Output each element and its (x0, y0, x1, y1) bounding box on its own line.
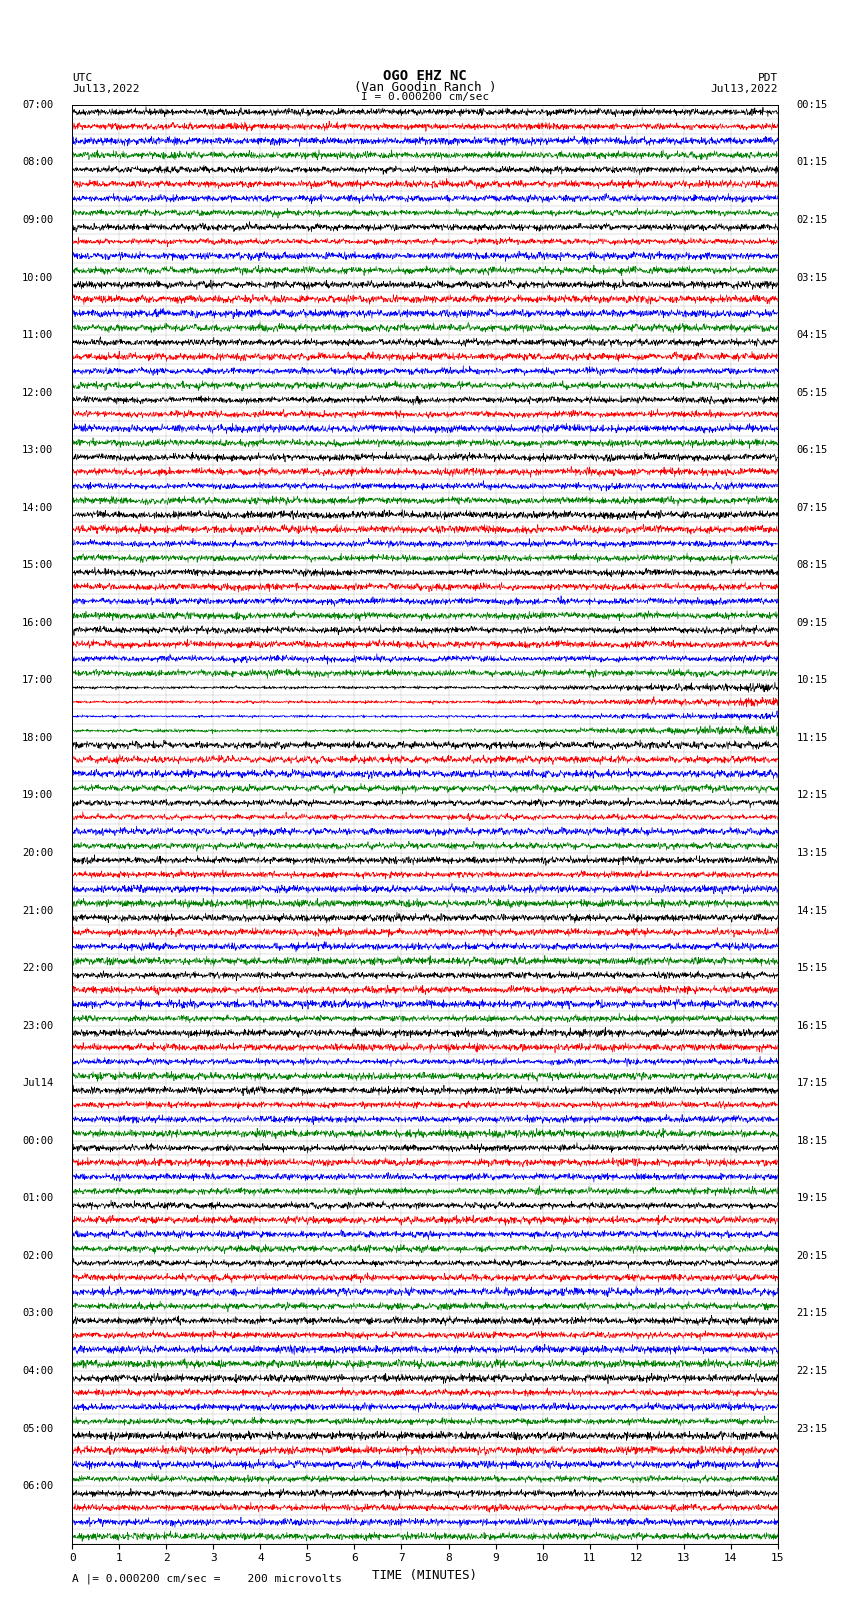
X-axis label: TIME (MINUTES): TIME (MINUTES) (372, 1569, 478, 1582)
Text: 10:15: 10:15 (796, 676, 828, 686)
Text: A |= 0.000200 cm/sec =    200 microvolts: A |= 0.000200 cm/sec = 200 microvolts (72, 1573, 343, 1584)
Text: 18:00: 18:00 (22, 732, 54, 744)
Text: 03:15: 03:15 (796, 273, 828, 282)
Text: 00:15: 00:15 (796, 100, 828, 110)
Text: 08:00: 08:00 (22, 158, 54, 168)
Text: 14:15: 14:15 (796, 905, 828, 916)
Text: OGO EHZ NC: OGO EHZ NC (383, 69, 467, 84)
Text: UTC: UTC (72, 73, 93, 84)
Text: 12:00: 12:00 (22, 387, 54, 397)
Text: 12:15: 12:15 (796, 790, 828, 800)
Text: 01:15: 01:15 (796, 158, 828, 168)
Text: 15:15: 15:15 (796, 963, 828, 973)
Text: 16:15: 16:15 (796, 1021, 828, 1031)
Text: 06:15: 06:15 (796, 445, 828, 455)
Text: 11:00: 11:00 (22, 331, 54, 340)
Text: Jul13,2022: Jul13,2022 (72, 84, 139, 94)
Text: 10:00: 10:00 (22, 273, 54, 282)
Text: 20:15: 20:15 (796, 1252, 828, 1261)
Text: Jul13,2022: Jul13,2022 (711, 84, 778, 94)
Text: 19:15: 19:15 (796, 1194, 828, 1203)
Text: 15:00: 15:00 (22, 560, 54, 571)
Text: (Van Goodin Ranch ): (Van Goodin Ranch ) (354, 81, 496, 94)
Text: I = 0.000200 cm/sec: I = 0.000200 cm/sec (361, 92, 489, 102)
Text: 23:00: 23:00 (22, 1021, 54, 1031)
Text: 21:00: 21:00 (22, 905, 54, 916)
Text: 05:15: 05:15 (796, 387, 828, 397)
Text: 19:00: 19:00 (22, 790, 54, 800)
Text: 08:15: 08:15 (796, 560, 828, 571)
Text: 17:00: 17:00 (22, 676, 54, 686)
Text: 23:15: 23:15 (796, 1424, 828, 1434)
Text: 01:00: 01:00 (22, 1194, 54, 1203)
Text: 13:15: 13:15 (796, 848, 828, 858)
Text: 17:15: 17:15 (796, 1077, 828, 1089)
Text: PDT: PDT (757, 73, 778, 84)
Text: 16:00: 16:00 (22, 618, 54, 627)
Text: 22:00: 22:00 (22, 963, 54, 973)
Text: 00:00: 00:00 (22, 1136, 54, 1145)
Text: 07:15: 07:15 (796, 503, 828, 513)
Text: 18:15: 18:15 (796, 1136, 828, 1145)
Text: Jul14: Jul14 (22, 1077, 54, 1089)
Text: 02:15: 02:15 (796, 215, 828, 224)
Text: 09:15: 09:15 (796, 618, 828, 627)
Text: 20:00: 20:00 (22, 848, 54, 858)
Text: 22:15: 22:15 (796, 1366, 828, 1376)
Text: 06:00: 06:00 (22, 1481, 54, 1490)
Text: 03:00: 03:00 (22, 1308, 54, 1318)
Text: 21:15: 21:15 (796, 1308, 828, 1318)
Text: 07:00: 07:00 (22, 100, 54, 110)
Text: 04:00: 04:00 (22, 1366, 54, 1376)
Text: 11:15: 11:15 (796, 732, 828, 744)
Text: 02:00: 02:00 (22, 1252, 54, 1261)
Text: 05:00: 05:00 (22, 1424, 54, 1434)
Text: 13:00: 13:00 (22, 445, 54, 455)
Text: 14:00: 14:00 (22, 503, 54, 513)
Text: 09:00: 09:00 (22, 215, 54, 224)
Text: 04:15: 04:15 (796, 331, 828, 340)
